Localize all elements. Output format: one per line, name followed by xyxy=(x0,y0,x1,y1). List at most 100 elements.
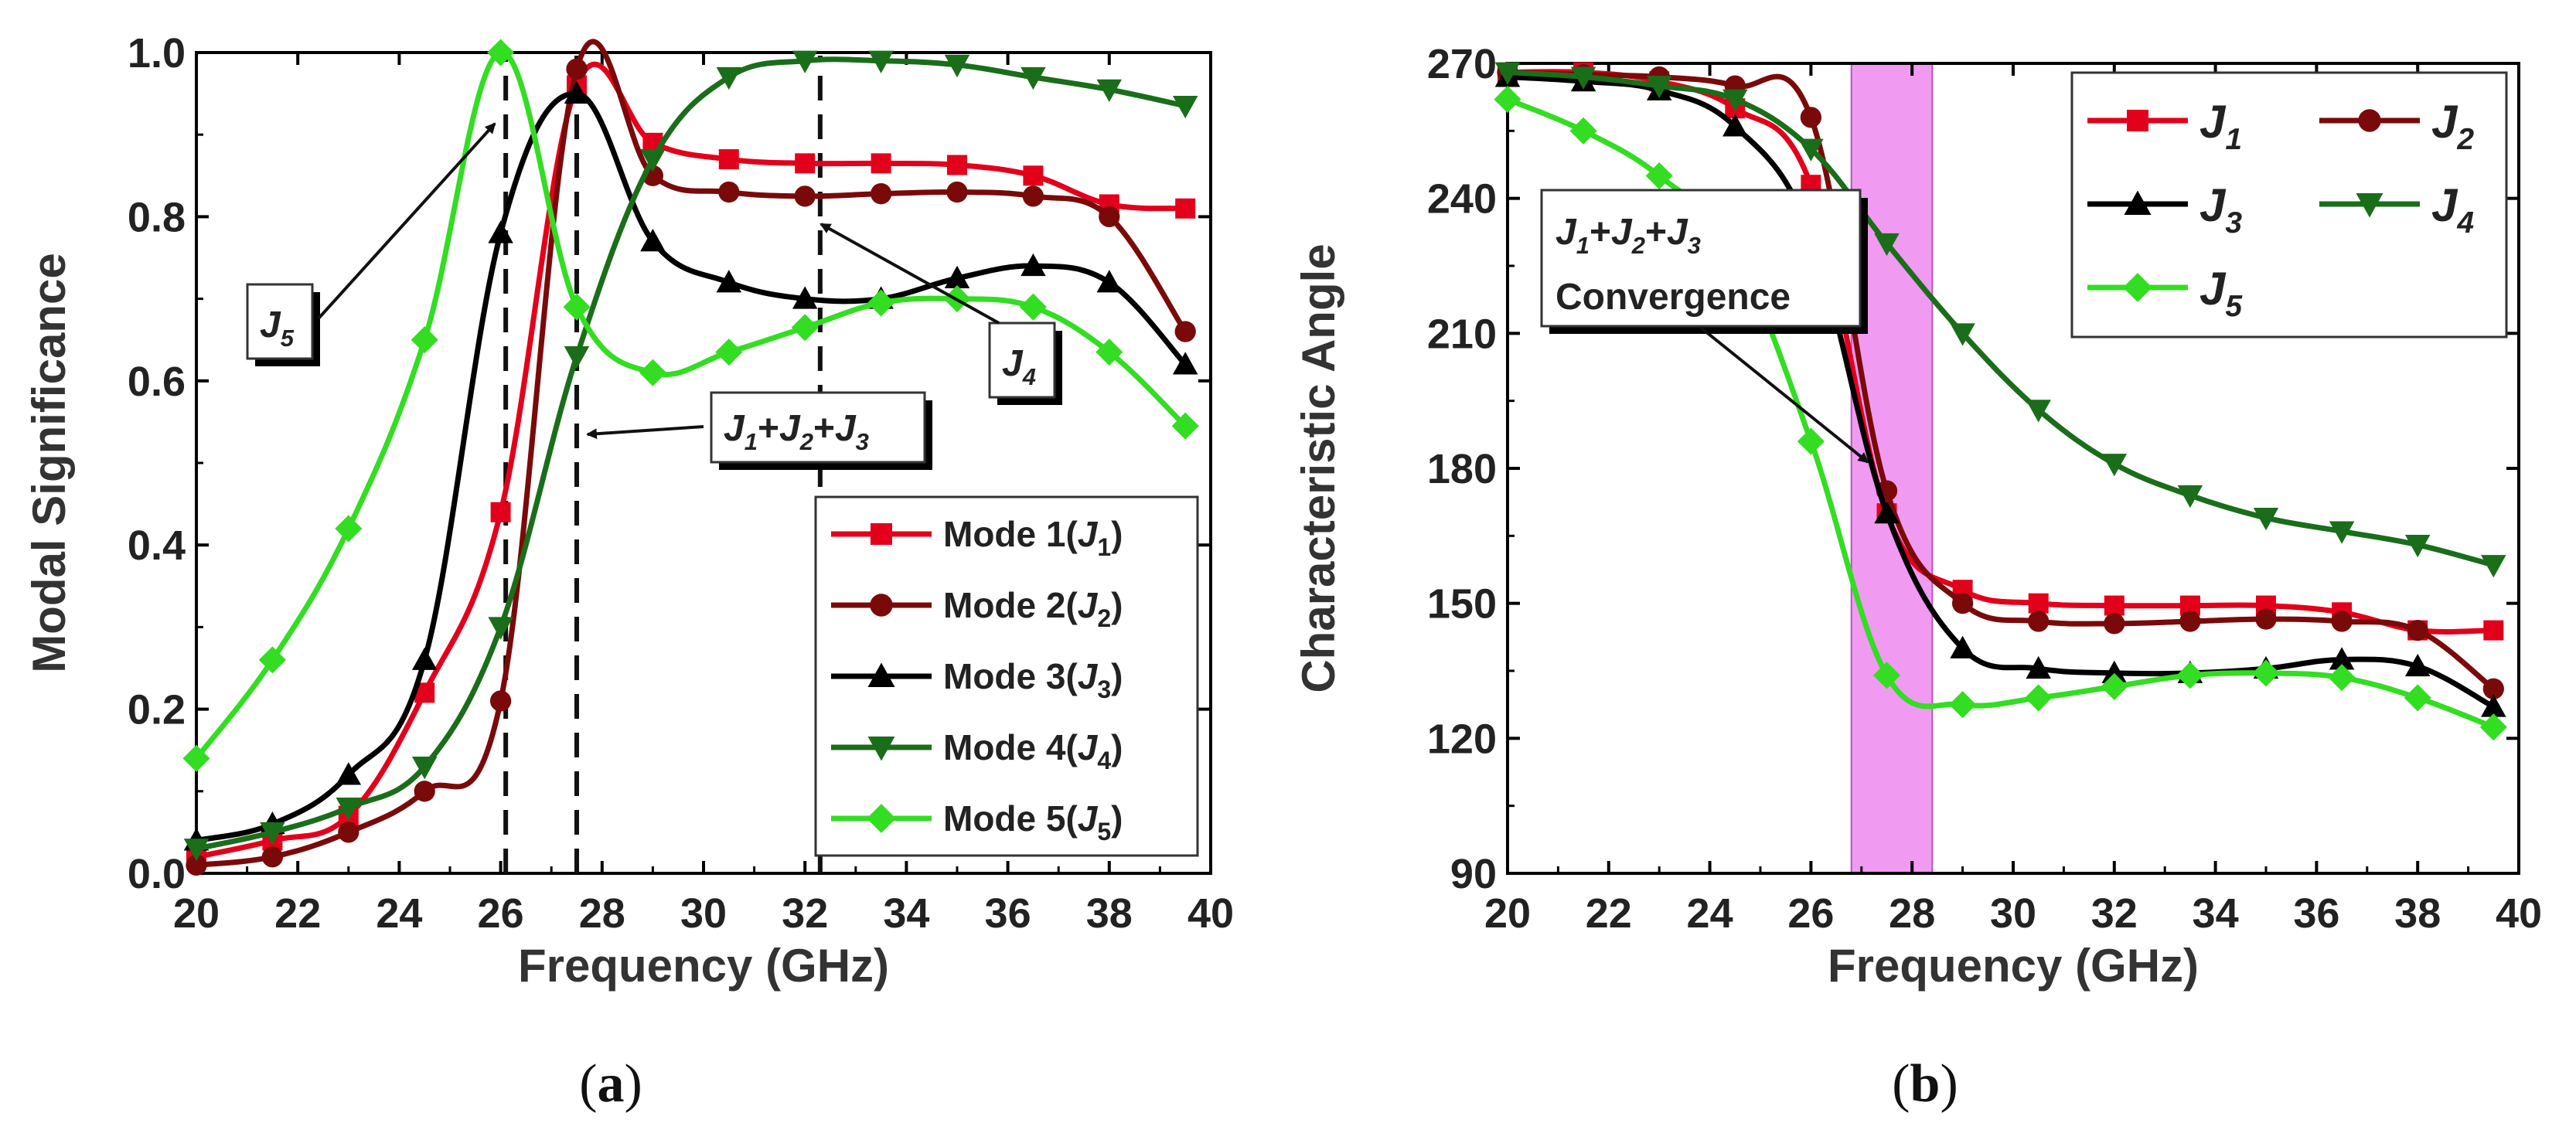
annotation-j5-box xyxy=(246,283,314,360)
legend-marker xyxy=(871,523,892,545)
data-point xyxy=(791,314,819,342)
legend-marker xyxy=(2356,193,2383,218)
annotation-j4-box xyxy=(988,322,1056,399)
data-point xyxy=(1096,270,1123,293)
data-point xyxy=(792,286,818,309)
data-point xyxy=(716,270,742,293)
legend-label: Mode 5(J5) xyxy=(943,798,1123,845)
x-tick-label: 20 xyxy=(1484,890,1531,937)
legend-entry: Mode 3(J3) xyxy=(831,656,1123,703)
data-point xyxy=(2101,454,2128,477)
data-point xyxy=(718,181,740,203)
y-tick-label: 210 xyxy=(1427,311,1497,357)
data-point xyxy=(1569,117,1597,145)
x-tick-label: 22 xyxy=(1586,890,1632,937)
data-point xyxy=(1646,76,1672,99)
data-point xyxy=(411,326,438,354)
x-tick-label: 40 xyxy=(2496,890,2542,937)
data-point xyxy=(2329,521,2355,544)
data-point xyxy=(640,149,666,172)
data-point xyxy=(2481,555,2506,578)
data-point xyxy=(1874,500,1900,524)
y-tick-label: 1.0 xyxy=(128,30,186,77)
x-tick-label: 32 xyxy=(782,890,828,937)
legend-label: J2 xyxy=(2431,96,2474,156)
data-point xyxy=(2025,684,2053,712)
data-point xyxy=(1022,185,1044,207)
legend-entry: Mode 5(J5) xyxy=(831,798,1123,845)
data-point xyxy=(2101,672,2128,700)
y-tick-label: 90 xyxy=(1450,851,1497,897)
data-point xyxy=(1023,165,1044,186)
y-tick-label: 150 xyxy=(1427,581,1497,628)
data-point xyxy=(258,646,286,674)
annotation-convergence-label: J1+J2+J3 xyxy=(1555,212,1701,259)
legend-label: J5 xyxy=(2199,263,2243,323)
data-point xyxy=(2252,659,2280,687)
data-point xyxy=(2331,611,2353,632)
data-point xyxy=(2176,662,2204,689)
y-tick-label: 0.0 xyxy=(128,851,186,897)
data-point xyxy=(2404,534,2431,558)
data-point xyxy=(1798,138,1824,162)
data-point xyxy=(489,690,512,712)
x-tick-label: 40 xyxy=(1187,890,1234,937)
legend-marker xyxy=(2123,273,2152,302)
data-point xyxy=(186,854,207,876)
y-tick-label: 0.4 xyxy=(128,522,186,569)
data-point xyxy=(2026,400,2051,423)
data-point xyxy=(867,289,895,317)
x-tick-label: 22 xyxy=(274,890,321,937)
data-point xyxy=(2483,620,2504,641)
annotation-j4-arrow xyxy=(819,223,1000,325)
data-point xyxy=(2329,647,2355,670)
legend-marker xyxy=(2124,190,2152,215)
legend-entry: Mode 2(J2) xyxy=(831,585,1123,632)
annotation-j123-label: J1+J2+J3 xyxy=(724,408,869,455)
annotation-convergence-arrow xyxy=(1699,326,1869,464)
data-point xyxy=(1175,198,1196,219)
data-point xyxy=(640,229,666,252)
legend-label: J3 xyxy=(2199,179,2242,240)
data-point xyxy=(2255,608,2277,630)
legend-marker xyxy=(867,737,895,761)
x-tick-label: 38 xyxy=(1086,890,1133,937)
x-tick-label: 38 xyxy=(2394,890,2441,937)
data-point xyxy=(338,822,359,843)
data-point xyxy=(1099,206,1120,228)
x-tick-label: 24 xyxy=(376,890,422,937)
y-axis-title: Modal Significance xyxy=(23,253,75,672)
annotation-j5-arrow xyxy=(317,122,496,320)
data-point xyxy=(414,781,435,802)
legend-label: J1 xyxy=(2199,96,2242,156)
data-point xyxy=(564,345,590,369)
panel-b-chart: 20 22 24 26 28 30 32 34 36 38 40 90 120 150 180 210 240 2… xyxy=(1293,41,2542,1114)
data-point xyxy=(946,181,968,203)
y-tick-label: 0.8 xyxy=(128,194,186,240)
data-point xyxy=(336,798,362,821)
legend-entry: Mode 1(J1) xyxy=(831,514,1123,561)
legend-marker xyxy=(870,594,893,617)
data-point xyxy=(870,183,892,205)
data-point xyxy=(182,744,210,772)
data-point xyxy=(2179,611,2201,632)
data-point xyxy=(2253,508,2279,531)
data-point xyxy=(1021,66,1046,90)
data-point xyxy=(488,220,513,243)
data-point xyxy=(2028,593,2049,614)
data-point xyxy=(944,265,970,289)
y-tick-label: 120 xyxy=(1427,716,1497,762)
data-point xyxy=(260,822,285,845)
data-point xyxy=(2479,713,2507,741)
convergence-band xyxy=(1850,63,1934,874)
series-circle xyxy=(186,39,1196,876)
data-point xyxy=(2101,660,2128,683)
legend-label: Mode 4(J4) xyxy=(943,727,1123,774)
data-point xyxy=(1950,323,1975,346)
legend-entry: J1 xyxy=(2087,96,2242,156)
legend-entry: J5 xyxy=(2087,263,2243,323)
x-tick-label: 20 xyxy=(173,890,220,937)
data-point xyxy=(411,756,438,780)
data-point xyxy=(1951,593,1974,614)
